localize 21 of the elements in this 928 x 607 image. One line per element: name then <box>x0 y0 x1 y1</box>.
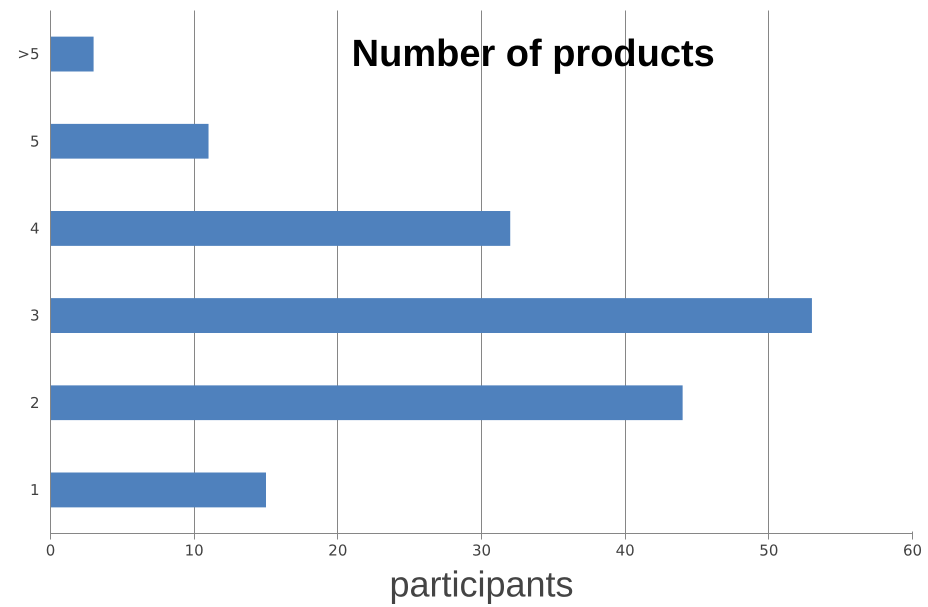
x-tick-label: 10 <box>184 542 204 560</box>
y-tick-label: 2 <box>30 394 40 412</box>
y-tick-label: 1 <box>30 480 40 499</box>
y-tick-label: 5 <box>30 132 40 150</box>
bar <box>50 472 266 508</box>
bar <box>50 298 812 334</box>
y-tick-label: 4 <box>30 219 40 238</box>
x-tick-label: 30 <box>472 542 492 560</box>
bar <box>50 124 209 159</box>
text: Number of products <box>352 33 715 76</box>
x-tick-label: 60 <box>902 542 922 560</box>
bar <box>50 385 683 420</box>
x-tick-label: 50 <box>759 542 778 560</box>
bar <box>50 210 510 246</box>
x-tick-label: 20 <box>328 542 348 560</box>
x-axis-title: participants <box>389 564 574 604</box>
x-tick-label: 40 <box>616 542 635 560</box>
y-tick-label: >5 <box>17 45 40 64</box>
y-tick-label: 3 <box>30 306 40 325</box>
bar <box>50 36 94 72</box>
x-tick-label: 0 <box>46 542 56 560</box>
